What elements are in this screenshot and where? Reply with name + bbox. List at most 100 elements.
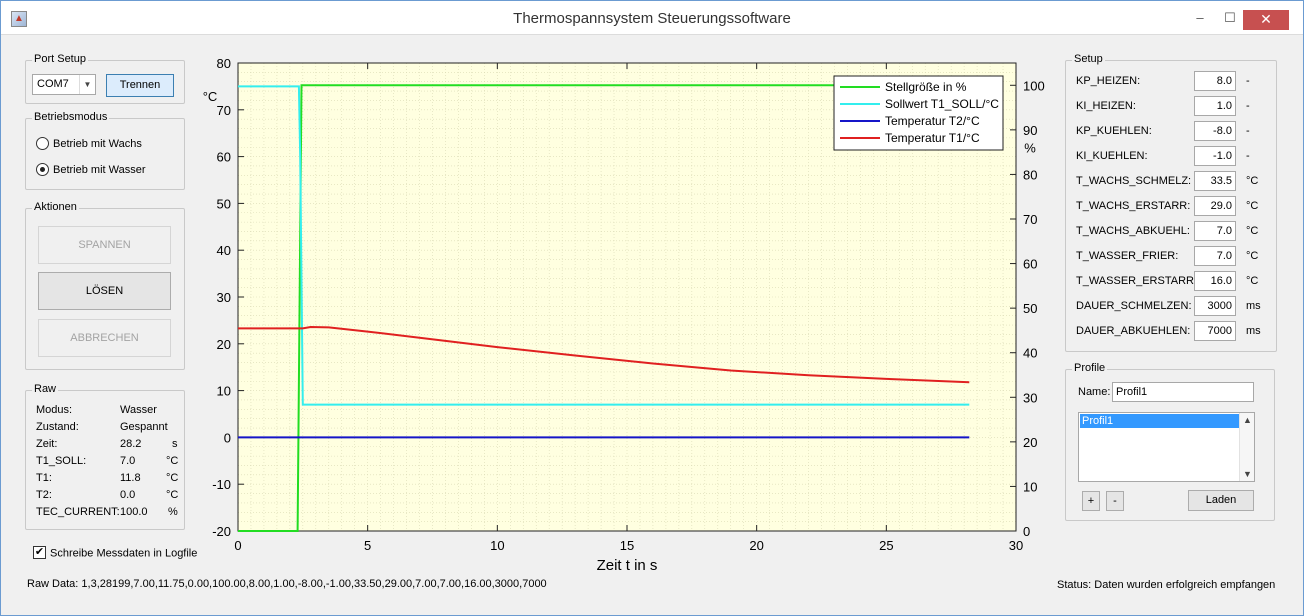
t-wachs-abkuehl-input[interactable]: 7.0 (1194, 221, 1236, 241)
logfile-checkbox[interactable]: ✔ Schreibe Messdaten in Logfile (33, 546, 198, 560)
setup-unit: - (1246, 125, 1250, 137)
y-right-tick-label: 70 (1023, 212, 1037, 227)
y-right-tick-label: 20 (1023, 435, 1037, 450)
y-tick-label: 20 (217, 337, 231, 352)
chevron-down-icon[interactable]: ▼ (1243, 469, 1252, 479)
profile-panel: Profile Name: Profil1 Profil1 ▲ ▼ + - La… (1065, 362, 1275, 521)
raw-label: T1: (36, 472, 52, 484)
ki-kuehlen-input[interactable]: -1.0 (1194, 146, 1236, 166)
ki-heizen-input[interactable]: 1.0 (1194, 96, 1236, 116)
minimize-button[interactable]: – (1196, 10, 1204, 25)
t-wachs-schmelz-input[interactable]: 33.5 (1194, 171, 1236, 191)
setup-label: T_WACHS_SCHMELZ: (1076, 175, 1192, 187)
raw-label: Zeit: (36, 438, 58, 450)
remove-profile-button[interactable]: - (1106, 491, 1124, 511)
setup-unit: °C (1246, 250, 1259, 262)
setup-unit: - (1246, 150, 1250, 162)
raw-unit: °C (166, 455, 179, 467)
aktionen-title: Aktionen (32, 201, 79, 213)
y-tick-label: 80 (217, 56, 231, 71)
dauer-abkuehlen-input[interactable]: 7000 (1194, 321, 1236, 341)
load-profile-button[interactable]: Laden (1188, 490, 1254, 511)
raw-value: 7.0 (120, 455, 136, 467)
maximize-button[interactable]: ☐ (1224, 10, 1236, 25)
series-line (238, 325, 970, 384)
scrollbar[interactable]: ▲ ▼ (1239, 413, 1254, 481)
y-tick-label: 60 (217, 150, 231, 165)
y-right-tick-label: 90 (1023, 123, 1037, 138)
raw-data-value: 1,3,28199,7.00,11.75,0.00,100.00,8.00,1.… (81, 578, 547, 590)
y-tick-label: 50 (217, 196, 231, 211)
app-logo-icon: ▲ (11, 11, 27, 27)
betriebsmodus-panel: Betriebsmodus Betrieb mit Wachs Betrieb … (25, 111, 185, 190)
radio-selected-icon[interactable] (36, 162, 49, 176)
radio-wachs[interactable]: Betrieb mit Wachs (36, 136, 142, 151)
x-axis-label: Zeit t in s (597, 557, 658, 574)
dauer-schmelzen-input[interactable]: 3000 (1194, 296, 1236, 316)
add-profile-button[interactable]: + (1082, 491, 1100, 511)
temperature-chart: 0 5 10 15 20 25 30 -20 -10 0 10 20 30 40 50 60 70 80 0 10 20… (203, 56, 1045, 574)
raw-unit: % (168, 506, 178, 518)
radio-circle-icon[interactable] (36, 136, 49, 150)
setup-label: KP_KUEHLEN: (1076, 125, 1152, 137)
profile-name-input[interactable]: Profil1 (1112, 382, 1254, 402)
disconnect-button[interactable]: Trennen (106, 74, 174, 97)
profile-list[interactable]: Profil1 ▲ ▼ (1078, 412, 1255, 482)
t-wasser-frier-input[interactable]: 7.0 (1194, 246, 1236, 266)
logfile-label: Schreibe Messdaten in Logfile (50, 547, 198, 560)
setup-panel: Setup KP_HEIZEN: 8.0 - KI_HEIZEN: 1.0 - … (1065, 53, 1277, 352)
title-bar: ▲ Thermospannsystem Steuerungssoftware –… (1, 1, 1303, 35)
y-right-tick-label: 50 (1023, 301, 1037, 316)
setup-row-ki-kuehlen: KI_KUEHLEN: -1.0 - (1076, 146, 1276, 166)
spannen-button[interactable]: SPANNEN (38, 226, 171, 264)
port-select[interactable]: COM7 ▼ (32, 74, 96, 95)
chevron-down-icon[interactable]: ▼ (79, 75, 95, 94)
y-tick-label: -20 (212, 524, 231, 539)
legend-label: Stellgröße in % (885, 80, 967, 94)
y-tick-label: 0 (224, 430, 231, 445)
setup-label: KI_HEIZEN: (1076, 100, 1136, 112)
t-wachs-erstarr-input[interactable]: 29.0 (1194, 196, 1236, 216)
setup-row-t-wachs-erstarr: T_WACHS_ERSTARR: 29.0 °C (1076, 196, 1276, 216)
radio-wachs-label: Betrieb mit Wachs (53, 138, 142, 150)
setup-unit: ms (1246, 325, 1261, 337)
series-line (238, 85, 970, 406)
list-item[interactable]: Profil1 (1080, 414, 1240, 428)
port-setup-title: Port Setup (32, 53, 88, 65)
legend-label: Sollwert T1_SOLL/°C (885, 97, 999, 111)
loesen-button[interactable]: LÖSEN (38, 272, 171, 310)
checkmark-icon[interactable]: ✔ (33, 546, 46, 559)
setup-row-dauer-abkuehlen: DAUER_ABKUEHLEN: 7000 ms (1076, 321, 1276, 341)
x-tick-label: 25 (879, 538, 893, 553)
kp-kuehlen-input[interactable]: -8.0 (1194, 121, 1236, 141)
legend-label: Temperatur T1/°C (885, 131, 980, 145)
raw-label: Zustand: (36, 421, 79, 433)
abbrechen-button[interactable]: ABBRECHEN (38, 319, 171, 357)
y-tick-label: 70 (217, 103, 231, 118)
x-tick-label: 15 (620, 538, 634, 553)
y-axis-label-right: % (1024, 141, 1036, 156)
t-wasser-erstarr-input[interactable]: 16.0 (1194, 271, 1236, 291)
raw-unit: °C (166, 472, 179, 484)
setup-row-t-wachs-schmelz: T_WACHS_SCHMELZ: 33.5 °C (1076, 171, 1276, 191)
y-right-tick-label: 30 (1023, 390, 1037, 405)
y-right-tick-label: 80 (1023, 167, 1037, 182)
setup-row-t-wasser-erstarr: T_WASSER_ERSTARR: 16.0 °C (1076, 271, 1276, 291)
y-tick-label: 30 (217, 290, 231, 305)
y-right-tick-label: 40 (1023, 346, 1037, 361)
close-button[interactable]: ✕ (1243, 10, 1289, 30)
chevron-up-icon[interactable]: ▲ (1243, 415, 1252, 425)
setup-unit: °C (1246, 175, 1259, 187)
chart-legend: Stellgröße in % Sollwert T1_SOLL/°C Temper… (833, 75, 1004, 151)
port-select-value: COM7 (37, 78, 69, 90)
radio-wasser[interactable]: Betrieb mit Wasser (36, 162, 146, 177)
raw-label: Modus: (36, 404, 73, 416)
setup-label: DAUER_SCHMELZEN: (1076, 300, 1192, 312)
setup-label: T_WACHS_ABKUEHL: (1076, 225, 1190, 237)
setup-label: T_WACHS_ERSTARR: (1076, 200, 1191, 212)
kp-heizen-input[interactable]: 8.0 (1194, 71, 1236, 91)
raw-unit: s (172, 438, 178, 450)
y-tick-label: -10 (212, 477, 231, 492)
raw-data-label: Raw Data: (27, 578, 79, 590)
series-line (238, 84, 970, 532)
